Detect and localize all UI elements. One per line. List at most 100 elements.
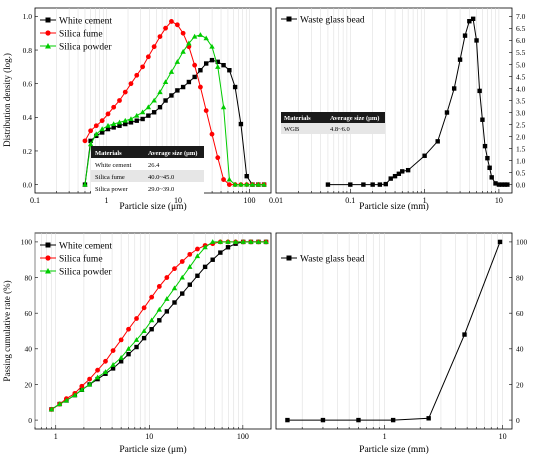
data-point xyxy=(186,40,192,46)
data-point xyxy=(285,417,290,423)
data-point xyxy=(502,182,507,187)
data-point xyxy=(422,153,427,158)
panel1-table-cell: Silica fume xyxy=(95,174,125,181)
data-point xyxy=(221,62,226,68)
data-point xyxy=(102,369,109,374)
data-point xyxy=(457,57,463,62)
data-point xyxy=(95,367,100,373)
legend-label-white-cement: White cement xyxy=(59,242,112,252)
data-point xyxy=(186,79,192,85)
data-point xyxy=(426,416,431,421)
data-point xyxy=(179,259,185,264)
legend-label-silica-fume: Silica fume xyxy=(59,254,103,265)
data-point xyxy=(123,121,128,127)
data-point xyxy=(79,383,85,389)
panel2-series xyxy=(325,16,510,187)
y-tick-label: 60 xyxy=(25,309,33,318)
data-point xyxy=(128,120,134,125)
data-point xyxy=(179,274,185,280)
data-point xyxy=(209,43,215,49)
data-point xyxy=(134,72,140,78)
panel2-table-header-size: Average size (μm) xyxy=(330,115,379,122)
data-point xyxy=(99,118,105,124)
legend-label-silica-powder: Silica powder xyxy=(59,268,112,278)
y-tick-label: 80 xyxy=(25,273,33,282)
data-point xyxy=(126,351,131,357)
x-tick-label: 10 xyxy=(174,196,182,205)
data-point xyxy=(232,239,239,244)
data-point xyxy=(149,327,154,332)
data-point xyxy=(82,138,88,144)
y-tick-label: 3.5 xyxy=(516,96,526,105)
data-point xyxy=(400,169,405,174)
legend-label-waste-glass-bead: Waste glass bead xyxy=(300,255,365,265)
data-point xyxy=(209,239,216,244)
x-tick-label: 1 xyxy=(54,432,58,441)
data-point xyxy=(146,113,151,118)
data-point xyxy=(240,239,246,244)
data-point xyxy=(110,121,117,127)
panel1-table-cell: Silica power xyxy=(95,186,129,193)
y-tick-label: 60 xyxy=(516,309,524,318)
data-point xyxy=(168,69,175,74)
data-point xyxy=(232,181,238,187)
data-point xyxy=(215,59,220,65)
series-line-0 xyxy=(287,241,501,421)
data-point xyxy=(140,64,146,70)
data-point xyxy=(99,130,105,135)
data-point xyxy=(125,346,132,351)
data-point xyxy=(148,317,155,323)
y-tick-label: 0.8 xyxy=(23,46,33,55)
data-point xyxy=(197,32,204,37)
data-point xyxy=(377,182,383,187)
data-point xyxy=(392,173,398,179)
data-point xyxy=(435,139,440,144)
y-tick-label: 0.0 xyxy=(516,180,526,189)
data-point xyxy=(145,104,152,110)
panel1-table-cell: White cement xyxy=(95,162,131,169)
data-point xyxy=(141,335,147,341)
y-tick-label: 0.4 xyxy=(23,113,33,122)
data-point xyxy=(482,143,488,149)
data-point xyxy=(203,61,209,66)
y-tick-label: 6.5 xyxy=(516,24,526,33)
data-point xyxy=(499,182,505,187)
data-point xyxy=(232,84,238,90)
data-point xyxy=(116,119,123,125)
data-point xyxy=(249,181,256,187)
data-point xyxy=(48,406,55,412)
data-point xyxy=(192,62,198,68)
data-point xyxy=(140,116,145,122)
data-point xyxy=(88,138,93,144)
data-point xyxy=(187,282,192,287)
data-point xyxy=(180,291,185,296)
y-tick-label: 6.0 xyxy=(516,36,526,45)
panel1-legend: White cement Silica fume Silica powder xyxy=(40,17,112,53)
panel2-table: Materials Average size (μm) WGB 4.8~6.0 xyxy=(281,112,385,134)
data-point xyxy=(248,239,254,244)
panel4-grid xyxy=(301,233,503,429)
data-point xyxy=(157,318,162,323)
data-point xyxy=(105,111,111,117)
data-point xyxy=(383,181,388,187)
data-point xyxy=(489,175,494,180)
panel3-xlabel: Particle size (μm) xyxy=(119,444,186,455)
data-point xyxy=(218,250,223,255)
panel1-table-cell: 29.0~39.0 xyxy=(148,186,174,193)
data-point xyxy=(164,296,170,301)
y-tick-label: 4.0 xyxy=(516,84,526,93)
data-point xyxy=(157,34,163,39)
data-point xyxy=(157,105,163,110)
data-point xyxy=(72,392,78,398)
panel3-axes: 1 10 100 0 20 40 60 80 100 xyxy=(21,238,249,441)
data-point xyxy=(210,257,215,262)
data-point xyxy=(180,48,186,54)
data-point xyxy=(79,387,85,392)
panel4-series xyxy=(285,239,503,423)
data-point xyxy=(122,117,128,123)
data-point xyxy=(126,326,131,332)
data-point xyxy=(93,131,99,137)
data-point xyxy=(169,19,174,24)
data-point xyxy=(263,239,269,244)
